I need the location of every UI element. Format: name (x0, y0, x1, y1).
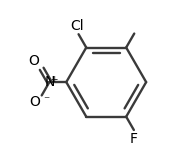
Text: +: + (50, 75, 57, 84)
Text: O: O (29, 54, 39, 68)
Text: ⁻: ⁻ (43, 94, 50, 107)
Text: N: N (44, 75, 55, 89)
Text: O: O (29, 95, 40, 109)
Text: F: F (130, 132, 138, 146)
Text: Cl: Cl (70, 19, 84, 33)
